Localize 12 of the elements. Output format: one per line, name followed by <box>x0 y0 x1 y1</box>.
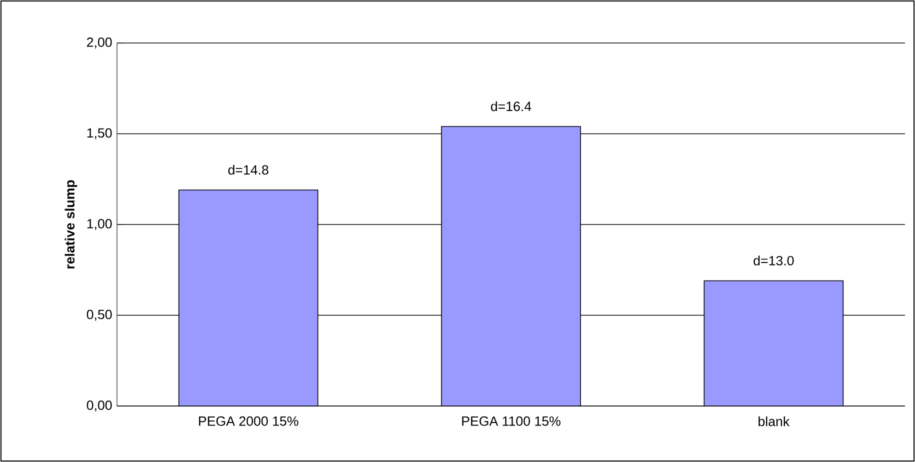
annotation: d=13.0 <box>754 256 794 266</box>
y-tick-label: 1,00 <box>87 219 112 230</box>
y-axis-title: relative slump <box>64 180 78 268</box>
x-tick-label: PEGA 1100 15% <box>462 416 560 426</box>
y-tick-label: 1,50 <box>87 128 112 140</box>
annotation: d=16.4 <box>490 101 532 112</box>
x-tick-label: PEGA 2000 15% <box>199 416 298 426</box>
annotation: d=14.8 <box>228 164 268 175</box>
y-tick-label: 2,00 <box>87 38 112 49</box>
x-tick-label: blank <box>758 416 790 426</box>
y-tick-label: 0,50 <box>86 310 112 321</box>
y-tick-label: 0,00 <box>86 400 112 412</box>
